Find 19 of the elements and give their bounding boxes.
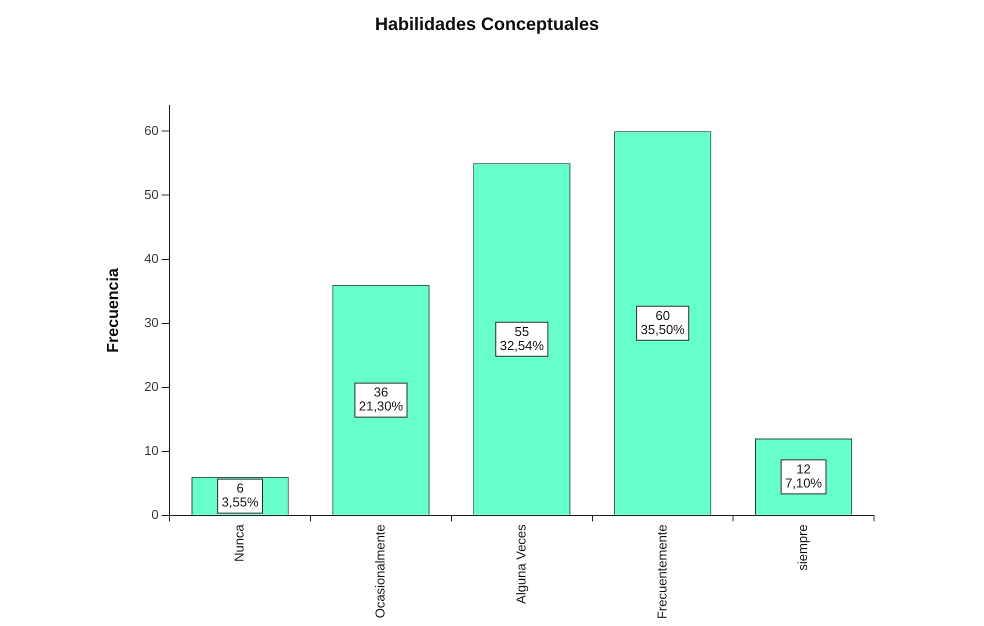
y-tick-label: 30 bbox=[144, 314, 159, 330]
data-label: 6 3,55% bbox=[222, 480, 259, 510]
x-tick-label: Nunca bbox=[232, 524, 247, 562]
y-tick-label: 50 bbox=[144, 186, 159, 202]
y-tick-label: 0 bbox=[151, 506, 159, 522]
chart-title: Habilidades Conceptuales bbox=[374, 14, 600, 34]
x-tick-label: Alguna Veces bbox=[513, 524, 528, 604]
y-axis-title: Frecuencia bbox=[105, 268, 122, 353]
data-label: 36 21,30% bbox=[358, 384, 404, 414]
y-tick-label: 40 bbox=[144, 250, 159, 266]
data-label: 60 35,50% bbox=[640, 308, 686, 337]
data-label: 55 32,54% bbox=[500, 324, 544, 353]
y-tick-label: 60 bbox=[144, 122, 159, 138]
data-label: 12 7,10% bbox=[785, 462, 822, 491]
x-tick-label: Frecuentemente bbox=[654, 524, 670, 620]
y-tick-label: 20 bbox=[144, 378, 159, 394]
x-tick-label: siempre bbox=[795, 524, 810, 571]
x-tick-label: Ocasionalmente bbox=[372, 524, 388, 618]
y-tick-label: 10 bbox=[144, 442, 159, 458]
